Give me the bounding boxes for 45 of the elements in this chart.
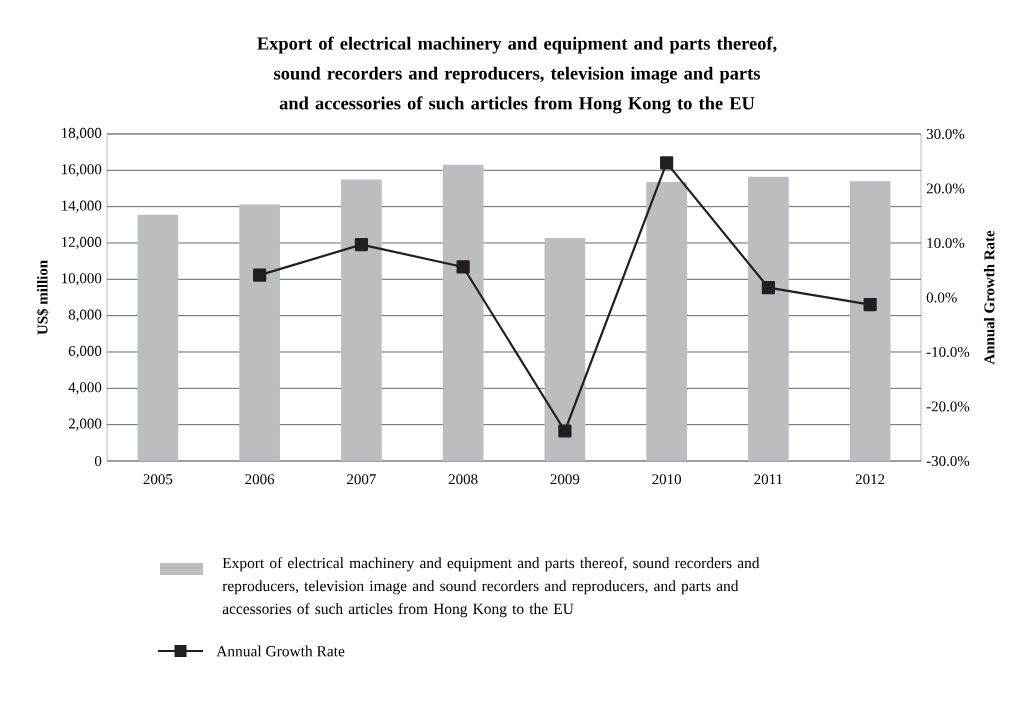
y-tick-label: 2,000 (68, 418, 102, 431)
x-tick-label: 2009 (550, 474, 580, 485)
point (456, 260, 470, 274)
point (660, 156, 674, 170)
y-tick-label: 4,000 (68, 382, 102, 395)
bar (442, 164, 484, 461)
point (253, 268, 267, 282)
y-tick-label: 16,000 (62, 164, 102, 177)
bar (748, 176, 789, 461)
y2-tick-label: 0.0% (926, 292, 957, 303)
x-tick-label: 2012 (855, 474, 885, 485)
point (863, 297, 877, 312)
y-tick-label: 14,000 (62, 200, 102, 213)
point (354, 238, 368, 252)
x-tick-label: 2011 (754, 474, 783, 485)
point (761, 281, 775, 295)
bar (341, 179, 382, 461)
x-tick-label: 2005 (143, 474, 173, 485)
bar (646, 181, 687, 461)
bar (239, 204, 280, 461)
y2-tick-label: -20.0% (926, 401, 970, 412)
x-tick-label: 2006 (245, 474, 275, 485)
y2-axis-title: Annual Growth Rate (983, 230, 995, 365)
y2-tick-label: 20.0% (926, 183, 965, 194)
y-tick-label: 12,000 (62, 236, 102, 250)
x-tick-label: 2008 (448, 474, 478, 485)
bar (137, 214, 179, 461)
y-tick-label: 6,000 (68, 345, 102, 359)
chart-title: Export of electrical machinery and equipment and parts thereof, sound recorders and reproducers, television image and parts and accessories of such articles from Hong Kong to the EU (257, 36, 777, 114)
bar (544, 237, 586, 461)
legend-label: Export of electrical machinery and equipment and parts thereof, sound recorders and reproducers, television image and sound recorders and reproducers, and parts and accessories of such articles from Hong Kong to the EU (222, 557, 760, 618)
y-axis-title: US$ million (36, 260, 49, 335)
y-tick-label: 0 (94, 455, 102, 467)
legend-label: Annual Growth Rate (216, 645, 345, 657)
y-tick-label: 10,000 (62, 273, 102, 286)
y2-tick-label: 30.0% (926, 128, 965, 140)
bar (849, 181, 891, 461)
x-tick-label: 2010 (652, 474, 682, 485)
point (558, 424, 572, 438)
y2-tick-label: -10.0% (926, 346, 970, 358)
y2-tick-label: 10.0% (927, 237, 965, 249)
y2-tick-label: -30.0% (926, 455, 970, 467)
y-tick-label: 8,000 (68, 309, 102, 322)
x-tick-label: 2007 (347, 474, 376, 485)
y-tick-label: 18,000 (62, 127, 102, 141)
